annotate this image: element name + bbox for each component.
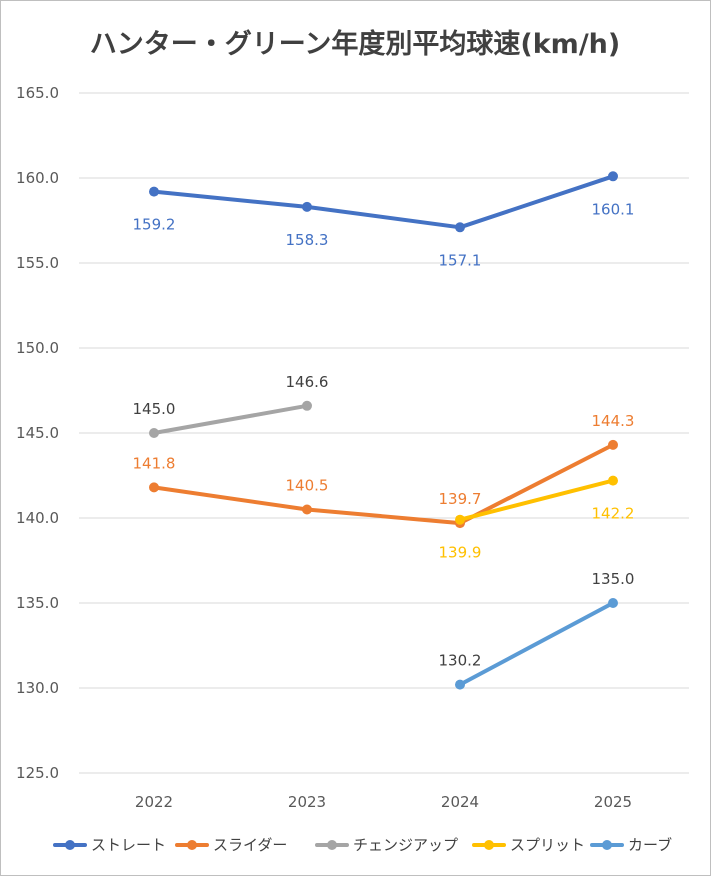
legend-item[interactable]: カーブ xyxy=(590,836,672,854)
y-tick-label: 125.0 xyxy=(16,764,59,782)
data-point xyxy=(455,514,465,525)
data-point xyxy=(608,598,618,608)
legend-label: スプリット xyxy=(510,836,585,854)
data-point xyxy=(455,679,465,690)
data-point xyxy=(149,482,159,493)
legend-marker xyxy=(65,840,75,850)
y-axis-ticks: 125.0 130.0 135.0 140.0 145.0 150.0 155.0 160.0… xyxy=(16,84,59,782)
legend-marker xyxy=(602,840,612,850)
data-label: 144.3 xyxy=(592,412,635,430)
data-label: 157.1 xyxy=(439,251,482,269)
legend-item[interactable]: ストレート xyxy=(53,836,166,854)
x-tick-label: 2024 xyxy=(441,793,479,811)
legend-label: スライダー xyxy=(213,836,287,854)
series-line xyxy=(458,478,615,522)
legend-marker xyxy=(484,840,494,850)
data-label: 145.0 xyxy=(133,400,176,418)
data-point xyxy=(608,171,618,182)
x-tick-label: 2022 xyxy=(135,793,173,811)
data-point xyxy=(302,201,312,212)
data-point xyxy=(302,400,312,411)
series-lines xyxy=(149,171,618,690)
y-tick-label: 150.0 xyxy=(16,339,59,357)
data-label: 141.8 xyxy=(133,454,176,472)
y-tick-label: 165.0 xyxy=(16,84,59,102)
legend-label: カーブ xyxy=(628,836,672,854)
series-line xyxy=(458,601,615,687)
y-tick-label: 140.0 xyxy=(16,509,59,527)
series-line xyxy=(152,174,615,230)
x-tick-label: 2023 xyxy=(288,793,326,811)
data-point xyxy=(608,475,618,486)
data-label: 130.2 xyxy=(439,652,482,670)
x-tick-label: 2025 xyxy=(594,793,632,811)
legend-label: チェンジアップ xyxy=(353,836,458,854)
series-line xyxy=(152,442,615,526)
legend[interactable]: ストレート スライダー チェンジアップ スプリット カーブ xyxy=(53,836,672,854)
data-point xyxy=(608,439,618,450)
data-point xyxy=(149,428,159,438)
legend-marker xyxy=(327,840,337,850)
legend-label: ストレート xyxy=(91,836,166,854)
legend-item[interactable]: スプリット xyxy=(472,836,585,854)
y-tick-label: 145.0 xyxy=(16,424,59,442)
data-label: 146.6 xyxy=(286,373,329,391)
gridlines xyxy=(79,92,689,774)
data-label: 140.5 xyxy=(286,477,329,495)
y-tick-label: 155.0 xyxy=(16,254,59,272)
data-point xyxy=(302,504,312,515)
legend-item[interactable]: チェンジアップ xyxy=(315,836,458,854)
data-label: 139.7 xyxy=(439,490,482,508)
data-point xyxy=(149,186,159,197)
data-label: 142.2 xyxy=(592,505,635,523)
data-label: 158.3 xyxy=(286,231,329,249)
x-axis-ticks: 2022 2023 2024 2025 xyxy=(135,793,632,811)
legend-item[interactable]: スライダー xyxy=(175,836,287,854)
data-label: 139.9 xyxy=(439,544,482,562)
data-label: 159.2 xyxy=(133,216,176,234)
data-label: 160.1 xyxy=(592,200,635,218)
y-tick-label: 135.0 xyxy=(16,594,59,612)
chart-title: ハンター・グリーン年度別平均球速(km/h) xyxy=(90,28,621,60)
data-label: 135.0 xyxy=(592,570,635,588)
series-line xyxy=(152,403,309,435)
y-tick-label: 130.0 xyxy=(16,679,59,697)
legend-marker xyxy=(187,840,197,850)
data-point xyxy=(455,222,465,233)
data-labels: 159.2 158.3 157.1 160.1 141.8 140.5 139.7 144.3… xyxy=(133,200,635,669)
y-tick-label: 160.0 xyxy=(16,169,59,187)
